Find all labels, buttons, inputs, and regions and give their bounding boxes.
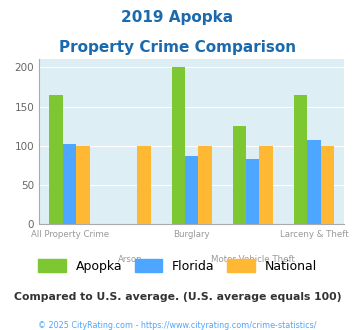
Bar	[137, 146, 151, 224]
Text: © 2025 CityRating.com - https://www.cityrating.com/crime-statistics/: © 2025 CityRating.com - https://www.city…	[38, 321, 317, 330]
Bar	[321, 146, 334, 224]
Text: Arson: Arson	[118, 255, 143, 264]
Bar	[63, 144, 76, 224]
Bar	[260, 146, 273, 224]
Bar	[246, 159, 260, 224]
Text: Compared to U.S. average. (U.S. average equals 100): Compared to U.S. average. (U.S. average …	[14, 292, 341, 302]
Bar	[198, 146, 212, 224]
Bar	[76, 146, 90, 224]
Bar	[294, 95, 307, 224]
Text: Motor Vehicle Theft: Motor Vehicle Theft	[211, 255, 295, 264]
Text: Property Crime Comparison: Property Crime Comparison	[59, 40, 296, 54]
Bar	[171, 67, 185, 224]
Legend: Apopka, Florida, National: Apopka, Florida, National	[33, 254, 322, 278]
Bar	[233, 126, 246, 224]
Text: 2019 Apopka: 2019 Apopka	[121, 10, 234, 25]
Bar	[307, 140, 321, 224]
Bar	[185, 156, 198, 224]
Bar	[49, 95, 63, 224]
